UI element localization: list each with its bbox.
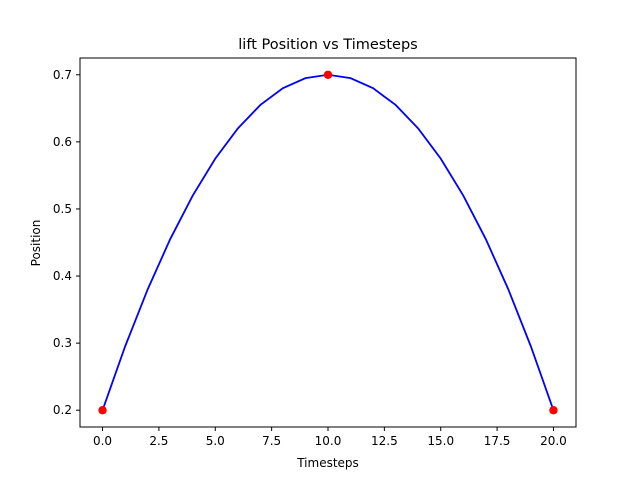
x-tick-label: 20.0 bbox=[540, 434, 567, 448]
x-tick-label: 17.5 bbox=[484, 434, 511, 448]
plot-area bbox=[79, 57, 577, 428]
y-tick-label: 0.2 bbox=[53, 403, 72, 417]
x-tick-label: 15.0 bbox=[427, 434, 454, 448]
data-point bbox=[549, 406, 558, 415]
chart-title: lift Position vs Timesteps bbox=[238, 37, 417, 53]
x-tick-label: 10.0 bbox=[315, 434, 342, 448]
y-tick-label: 0.3 bbox=[53, 336, 72, 350]
y-axis-ticks: 0.2 0.3 0.4 0.5 0.6 0.7 bbox=[53, 68, 80, 417]
y-axis-label: Position bbox=[29, 220, 43, 267]
y-tick-label: 0.7 bbox=[53, 68, 72, 82]
data-point bbox=[323, 70, 333, 79]
x-tick-label: 2.5 bbox=[149, 434, 168, 448]
y-tick-label: 0.5 bbox=[53, 202, 72, 216]
x-axis-label: Timesteps bbox=[296, 456, 359, 470]
y-tick-label: 0.4 bbox=[53, 269, 72, 283]
series-line-0 bbox=[101, 73, 555, 411]
x-tick-label: 7.5 bbox=[262, 434, 281, 448]
x-tick-label: 12.5 bbox=[371, 434, 398, 448]
x-tick-label: 5.0 bbox=[206, 434, 225, 448]
axes-frame bbox=[79, 57, 577, 428]
x-tick-label: 0.0 bbox=[93, 434, 112, 448]
data-point bbox=[98, 406, 107, 415]
y-tick-label: 0.6 bbox=[53, 135, 72, 149]
x-axis-ticks: 0.0 2.5 5.0 7.5 10.0 12.5 15.0 17.5 20.0 bbox=[93, 427, 567, 448]
